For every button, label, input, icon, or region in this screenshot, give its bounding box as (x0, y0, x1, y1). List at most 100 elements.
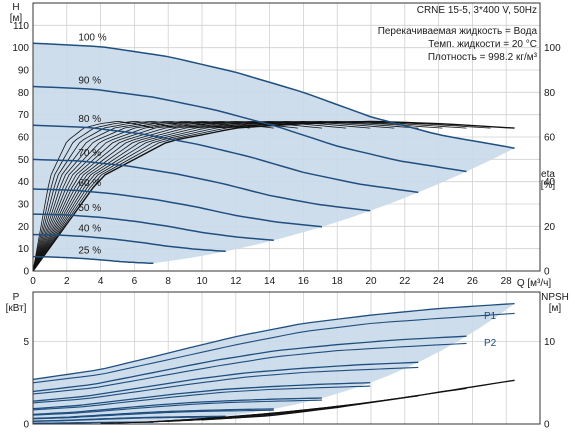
head-curves (32, 42, 515, 265)
p-axis-label: P (13, 292, 20, 303)
p1-curve-50 (32, 408, 274, 420)
eta-tick-0: 0 (544, 267, 550, 278)
eta-curve-80 (32, 120, 419, 272)
p2-curve-90 (32, 342, 467, 395)
h-tick-50: 50 (18, 155, 30, 166)
p1-curve-80 (32, 361, 419, 402)
power-envelope-area (33, 303, 515, 424)
q-tick-10: 10 (196, 276, 208, 287)
q-tick-2: 2 (64, 276, 70, 287)
chart-title: CRNE 15-5, 3*400 V, 50Hz (417, 5, 537, 16)
p2-curve-50 (32, 409, 274, 420)
npsh-axis-label: NPSH (541, 292, 569, 303)
p2-curve-100 (32, 312, 515, 384)
speed-label-70: 70 % (78, 148, 101, 159)
eta-axis-label: eta (541, 169, 555, 180)
h-tick-100: 100 (12, 43, 29, 54)
npsh-curves (100, 379, 515, 424)
head-curve-100 (32, 42, 515, 149)
h-tick-40: 40 (18, 177, 30, 188)
p1-series-label: P1 (484, 311, 497, 322)
q-tick-20: 20 (365, 276, 377, 287)
head-curve-80 (32, 124, 419, 194)
q-tick-14: 14 (264, 276, 276, 287)
head-curve-70 (32, 158, 371, 212)
h-axis-unit: [м] (10, 13, 23, 24)
eta-tick-60: 60 (544, 133, 556, 144)
h-tick-110: 110 (13, 21, 29, 32)
head-curve-90 (32, 85, 467, 173)
q-tick-6: 6 (132, 276, 138, 287)
q-tick-24: 24 (433, 276, 445, 287)
speed-label-50: 50 % (78, 203, 101, 214)
p2-curve-60 (32, 399, 323, 416)
p-tick-5: 5 (23, 337, 29, 348)
q-tick-26: 26 (467, 276, 479, 287)
p2-curve-80 (32, 366, 419, 404)
npsh-axis-unit: [м] (549, 303, 562, 314)
power-envelope (33, 303, 515, 424)
p2-series-label: P2 (484, 338, 497, 349)
h-tick-90: 90 (18, 66, 30, 77)
eta-curve-85 (32, 120, 443, 272)
eta-curve-65 (32, 120, 347, 272)
eta-tick-100: 100 (544, 43, 561, 54)
eta-tick-20: 20 (544, 222, 556, 233)
q-tick-0: 0 (30, 276, 36, 287)
head-curve-60 (32, 188, 323, 228)
power-tick-labels: 0 5 0 10 (23, 337, 555, 431)
head-envelope-area (33, 43, 515, 264)
eta-curve-95 (32, 120, 491, 272)
p2-curve-70 (32, 385, 371, 411)
head-curve-40 (33, 233, 226, 253)
q-tick-28: 28 (501, 276, 513, 287)
q-tick-4: 4 (98, 276, 104, 287)
q-axis-label: Q [м³/ч] (517, 278, 552, 289)
power-axes (32, 291, 541, 425)
q-tick-22: 22 (399, 276, 411, 287)
info-fluid: Перекачиваемая жидкость = Вода (378, 26, 538, 37)
npsh-curve-40 (100, 416, 226, 424)
eta-curve-75 (32, 120, 395, 272)
eta-curves (32, 120, 515, 272)
eta-axis-unit: [%] (541, 180, 556, 191)
h-tick-30: 30 (18, 200, 30, 211)
head-curve-25 (33, 256, 154, 265)
q-tick-18: 18 (332, 276, 344, 287)
speed-labels: 100 % 90 % 80 % 70 % 60 % 50 % 40 % 25 % (78, 33, 106, 257)
speed-label-100: 100 % (78, 33, 106, 44)
q-tick-8: 8 (165, 276, 171, 287)
eta-tick-40: 40 (544, 177, 556, 188)
eta-curve-25 (32, 120, 154, 272)
h-axis-label: H (12, 2, 19, 13)
q-tick-16: 16 (298, 276, 310, 287)
npsh-tick-0: 0 (544, 420, 550, 431)
eta-curve-35 (32, 120, 202, 272)
npsh-tick-10: 10 (544, 337, 556, 348)
speed-label-80: 80 % (78, 114, 101, 125)
speed-label-60: 60 % (78, 178, 101, 189)
speed-label-25: 25 % (78, 245, 101, 256)
head-curve-50 (32, 213, 274, 242)
p1-curve-100 (32, 302, 515, 381)
power-curves (32, 302, 515, 424)
head-envelope (33, 43, 515, 264)
eta-curve-40 (32, 120, 226, 272)
speed-label-40: 40 % (78, 223, 101, 234)
head-axes (32, 2, 541, 272)
p-tick-0: 0 (23, 420, 29, 431)
h-tick-10: 10 (18, 244, 30, 255)
p2-curve-40 (32, 416, 226, 422)
eta-curve-60 (32, 120, 323, 272)
h-tick-80: 80 (18, 88, 30, 99)
p1-curve-60 (32, 397, 323, 416)
eta-curve-50 (32, 120, 274, 272)
power-plot-frame (32, 291, 541, 425)
eta-curve-30 (32, 120, 178, 272)
p1-curve-90 (32, 335, 467, 393)
q-tick-12: 12 (230, 276, 242, 287)
h-tick-70: 70 (18, 110, 30, 121)
eta-tick-80: 80 (544, 88, 556, 99)
head-plot-frame (32, 2, 541, 272)
